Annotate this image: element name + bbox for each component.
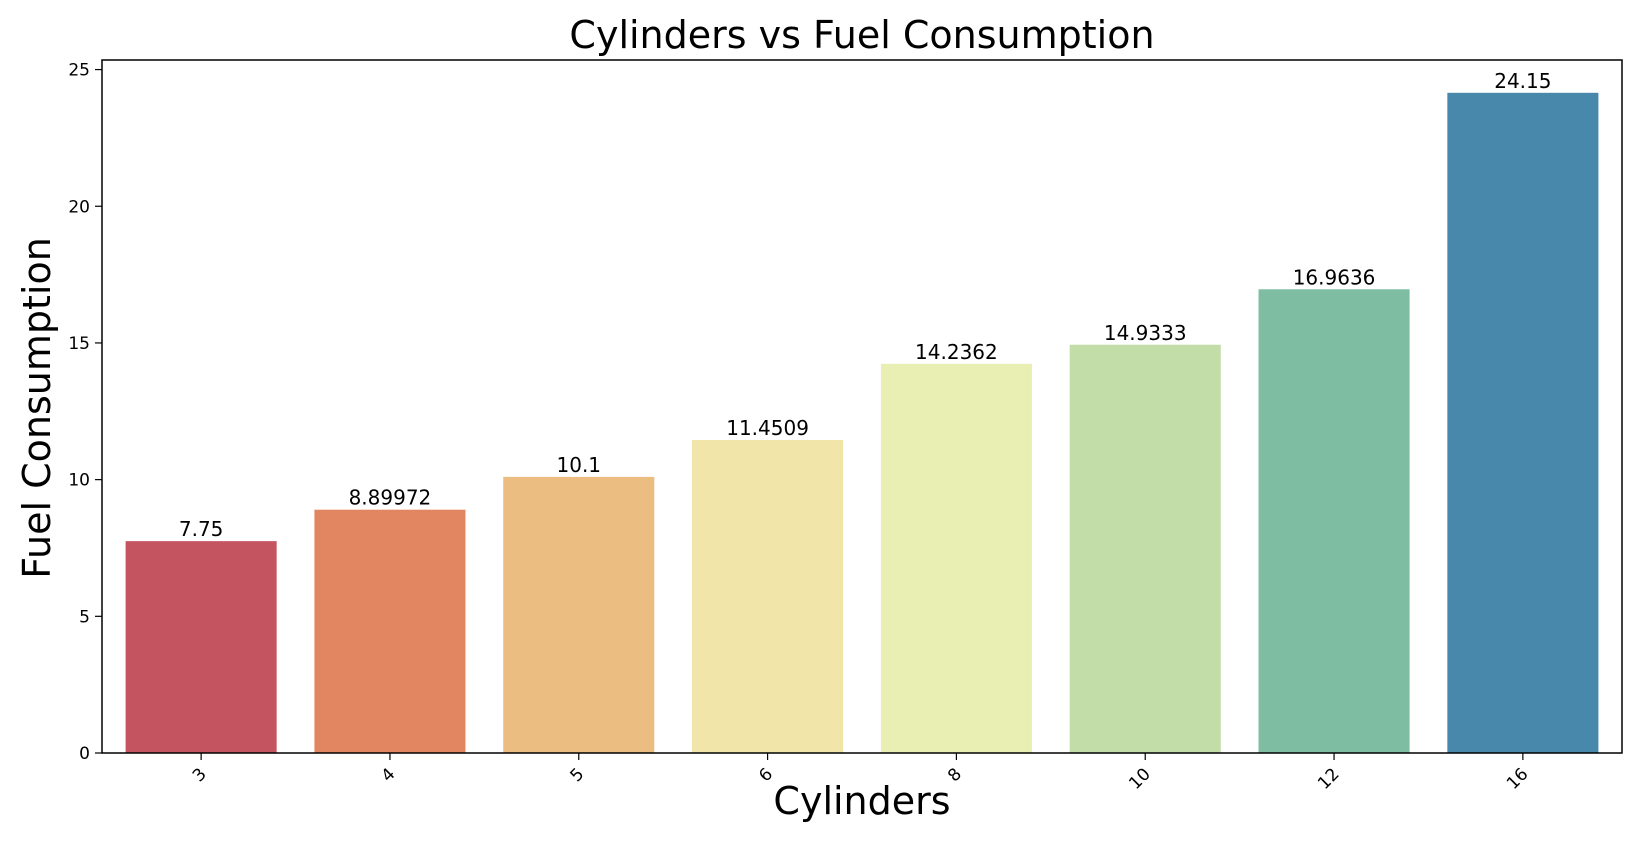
data-labels-group: 7.75 8.89972 10.1 11.4509 14.2362 14.9333 16.9…: [179, 69, 1552, 541]
bars-group: [125, 92, 1599, 753]
data-label-10: 14.9333: [1104, 321, 1187, 345]
y-axis-title: Fuel Consumption: [15, 237, 59, 579]
data-label-6: 11.4509: [726, 416, 809, 440]
y-tick-label-10: 10: [68, 471, 90, 491]
y-tick-label-25: 25: [68, 61, 90, 81]
data-label-5: 10.1: [557, 453, 602, 477]
x-tick-label-12: 12: [1314, 764, 1343, 793]
x-tick-label-10: 10: [1125, 764, 1154, 793]
x-axis-title: Cylinders: [773, 779, 950, 823]
data-label-16: 24.15: [1494, 69, 1551, 93]
y-axis: 0 5 10 15 20 25: [68, 61, 102, 764]
bar-10: [1069, 344, 1221, 753]
x-tick-label-5: 5: [567, 764, 589, 786]
bar-8: [880, 363, 1032, 753]
data-label-3: 7.75: [179, 517, 224, 541]
bar-16: [1447, 92, 1599, 753]
bar-12: [1258, 289, 1410, 753]
plot-frame: [101, 59, 1623, 754]
chart-title: Cylinders vs Fuel Consumption: [569, 13, 1154, 57]
y-tick-label-0: 0: [79, 744, 90, 764]
bar-3: [125, 541, 277, 753]
y-tick-label-15: 15: [68, 334, 90, 354]
y-tick-label-5: 5: [79, 607, 90, 627]
x-tick-label-16: 16: [1503, 764, 1532, 793]
data-label-12: 16.9636: [1293, 265, 1376, 289]
data-label-8: 14.2362: [915, 340, 998, 364]
bar-6: [692, 439, 844, 753]
bar-5: [503, 476, 655, 753]
bar-4: [314, 509, 466, 753]
x-tick-label-4: 4: [378, 764, 400, 786]
x-tick-label-3: 3: [189, 764, 211, 786]
y-tick-label-20: 20: [68, 197, 90, 217]
data-label-4: 8.89972: [349, 486, 432, 510]
